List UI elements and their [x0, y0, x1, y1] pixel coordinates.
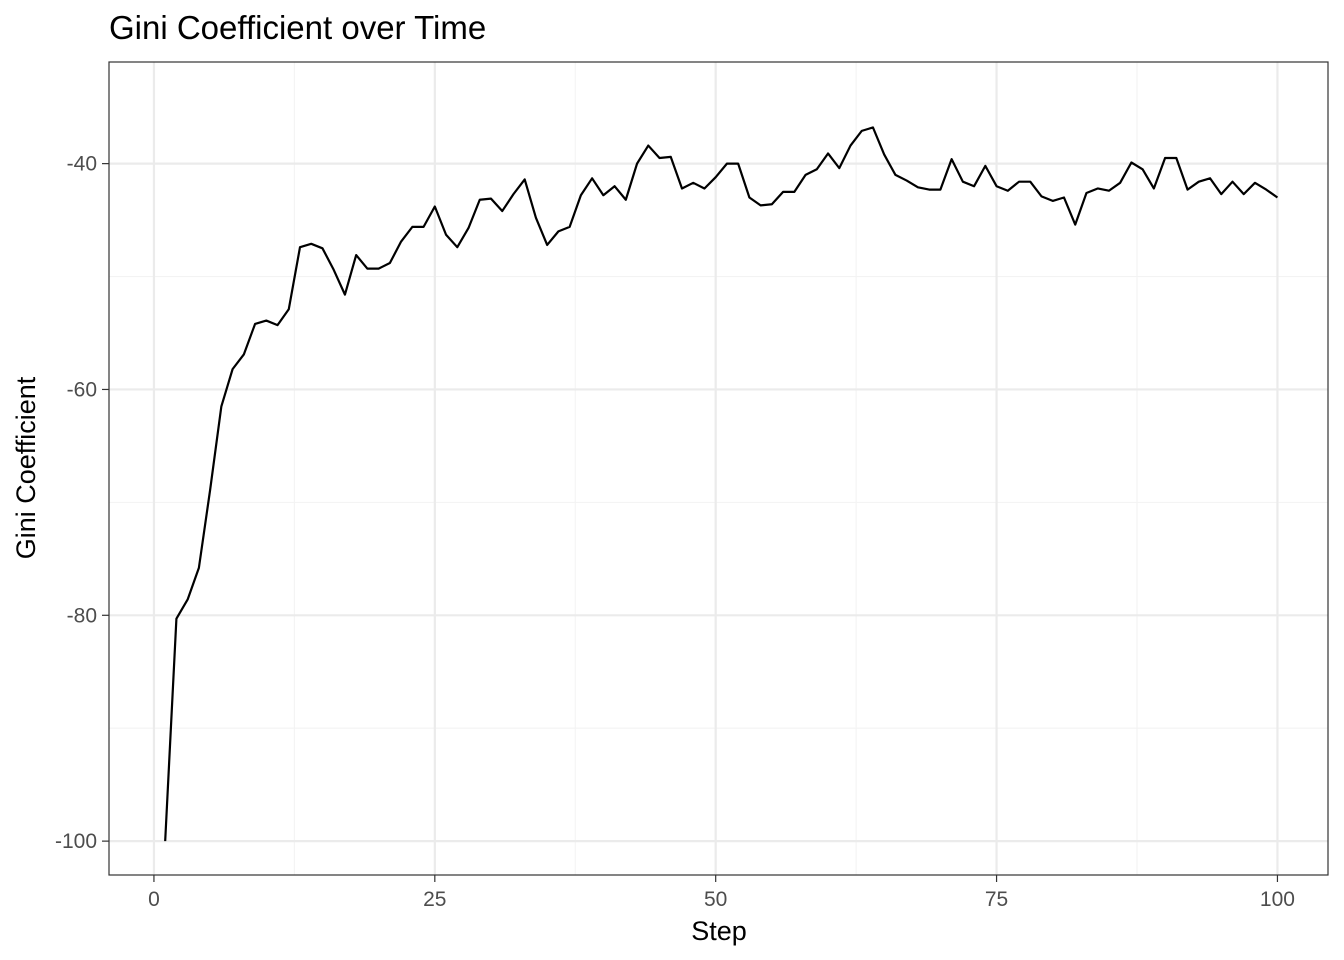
y-tick-label: -60 [67, 378, 97, 401]
x-tick-label: 50 [704, 888, 727, 911]
y-tick-label: -80 [67, 604, 97, 627]
x-axis: 0 25 50 75 100 [148, 875, 1295, 911]
major-gridlines [109, 62, 1328, 875]
plot-panel-border [108, 61, 1329, 876]
x-axis-title: Step [691, 916, 747, 946]
x-tick-label: 75 [985, 888, 1008, 911]
x-tick-label: 25 [423, 888, 446, 911]
gini-series-line [164, 126, 1279, 842]
y-tick-label: -100 [55, 830, 97, 853]
y-axis: -100 -80 -60 -40 [55, 153, 109, 853]
y-axis-title: Gini Coefficient [11, 376, 41, 559]
x-tick-label: 0 [148, 888, 160, 911]
chart-title: Gini Coefficient over Time [109, 9, 486, 46]
x-tick-label: 100 [1260, 888, 1295, 911]
minor-gridlines [109, 62, 1328, 875]
y-tick-label: -40 [67, 153, 97, 176]
